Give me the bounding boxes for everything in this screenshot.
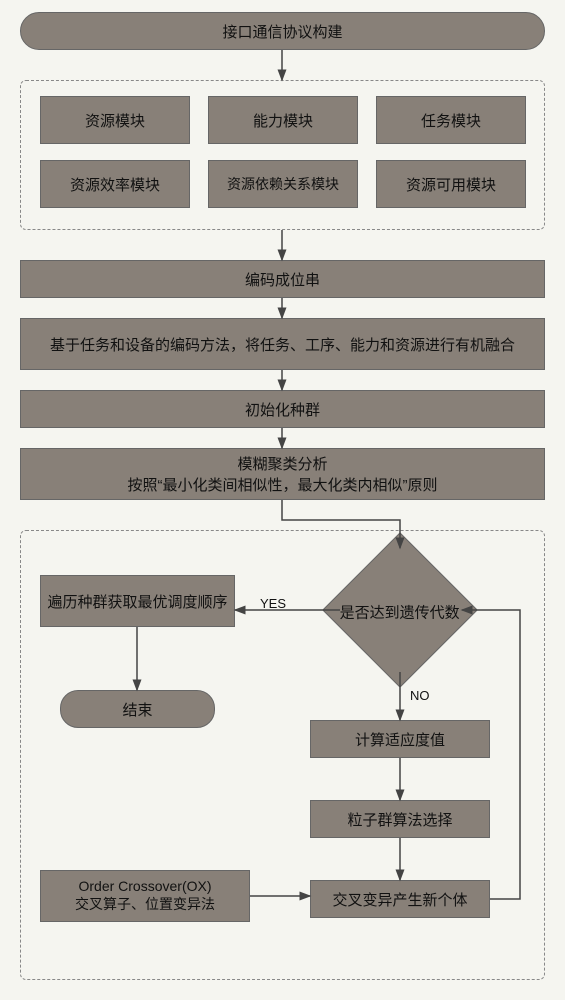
node-title: 接口通信协议构建 <box>20 12 545 50</box>
node-m3-label: 任务模块 <box>421 110 481 131</box>
node-encode-label: 编码成位串 <box>245 269 320 290</box>
node-end-label: 结束 <box>122 699 152 720</box>
node-title-label: 接口通信协议构建 <box>222 21 342 42</box>
node-m6: 资源可用模块 <box>376 160 526 208</box>
node-ox-label: Order Crossover(OX) 交叉算子、位置变异法 <box>75 878 215 914</box>
node-m4: 资源效率模块 <box>40 160 190 208</box>
node-pso-label: 粒子群算法选择 <box>347 809 452 830</box>
edge-label-no: NO <box>410 688 430 703</box>
node-fitness-label: 计算适应度值 <box>355 729 445 750</box>
node-best-label: 遍历种群获取最优调度顺序 <box>47 591 227 612</box>
node-best: 遍历种群获取最优调度顺序 <box>40 575 235 627</box>
node-m5: 资源依赖关系模块 <box>208 160 358 208</box>
node-m1: 资源模块 <box>40 96 190 144</box>
node-merge: 基于任务和设备的编码方法，将任务、工序、能力和资源进行有机融合 <box>20 318 545 370</box>
node-m2: 能力模块 <box>208 96 358 144</box>
node-init: 初始化种群 <box>20 390 545 428</box>
node-m2-label: 能力模块 <box>253 110 313 131</box>
node-encode: 编码成位串 <box>20 260 545 298</box>
node-merge-label: 基于任务和设备的编码方法，将任务、工序、能力和资源进行有机融合 <box>50 334 515 355</box>
node-ox: Order Crossover(OX) 交叉算子、位置变异法 <box>40 870 250 922</box>
node-fuzzy: 模糊聚类分析 按照“最小化类间相似性，最大化类内相似”原则 <box>20 448 545 500</box>
node-m5-label: 资源依赖关系模块 <box>227 174 339 194</box>
node-m6-label: 资源可用模块 <box>406 174 496 195</box>
node-fuzzy-label: 模糊聚类分析 按照“最小化类间相似性，最大化类内相似”原则 <box>128 453 438 495</box>
node-end: 结束 <box>60 690 215 728</box>
node-crossover: 交叉变异产生新个体 <box>310 880 490 918</box>
node-crossover-label: 交叉变异产生新个体 <box>332 889 467 910</box>
node-decision-label: 是否达到遗传代数 <box>340 604 460 621</box>
node-init-label: 初始化种群 <box>245 399 320 420</box>
node-fitness: 计算适应度值 <box>310 720 490 758</box>
node-m3: 任务模块 <box>376 96 526 144</box>
node-m1-label: 资源模块 <box>85 110 145 131</box>
node-m4-label: 资源效率模块 <box>70 174 160 195</box>
node-pso: 粒子群算法选择 <box>310 800 490 838</box>
edge-label-yes: YES <box>260 596 286 611</box>
